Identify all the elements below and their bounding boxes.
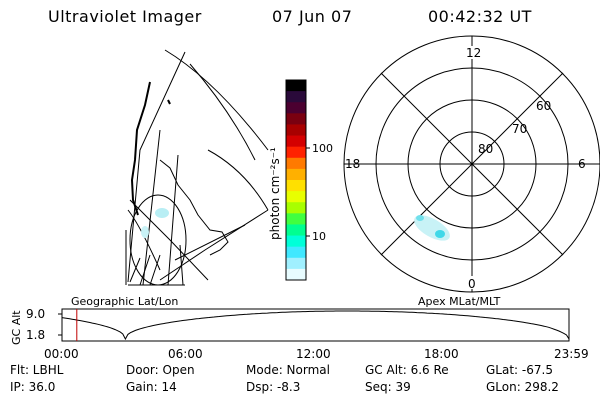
- altitude-left-title: Geographic Lat/Lon: [71, 295, 178, 308]
- colorbar-segment: [286, 102, 306, 114]
- aurora-emission: [155, 208, 169, 218]
- glat-value: GLat: -67.5: [486, 363, 553, 377]
- seq-value: Seq: 39: [365, 380, 411, 394]
- map-meridian: [167, 154, 179, 286]
- map-meridian: [127, 51, 186, 283]
- mlt-label-0: 0: [468, 277, 476, 291]
- map-grid-line: [129, 254, 161, 286]
- colorbar-segment: [286, 180, 306, 192]
- coastline: [167, 99, 171, 105]
- colorbar-segment: [286, 80, 306, 92]
- map-ellipse: [129, 194, 187, 286]
- colorbar-segment: [286, 135, 306, 148]
- colorbar-segment: [286, 224, 306, 237]
- ip-value: IP: 36.0: [10, 380, 56, 394]
- colorbar-segment: [286, 91, 306, 103]
- colorbar-segment: [286, 191, 306, 203]
- door-value: Door: Open: [126, 363, 195, 377]
- xtick-label: 12:00: [296, 347, 331, 361]
- colorbar-segment: [286, 257, 306, 270]
- colorbar: [286, 80, 306, 281]
- gc-alt-value: GC Alt: 6.6 Re: [365, 363, 449, 377]
- colorbar-segment: [286, 113, 306, 125]
- lat-label-70: 70: [512, 122, 527, 136]
- aurora-emission-core: [435, 230, 445, 238]
- label-bg: [467, 276, 477, 289]
- ytick-label: 1.8: [26, 328, 45, 342]
- colorbar-frame: [285, 79, 307, 281]
- aurora-emission: [141, 226, 149, 238]
- coastline: [130, 81, 151, 216]
- mode-value: Mode: Normal: [246, 363, 330, 377]
- glon-value: GLon: 298.2: [486, 380, 559, 394]
- dsp-value: Dsp: -8.3: [246, 380, 301, 394]
- colorbar-segment: [286, 146, 306, 159]
- polar-diagonal: [380, 72, 564, 256]
- xtick-label: 06:00: [168, 347, 203, 361]
- altitude-ylabel: GC Alt: [10, 310, 23, 345]
- aurora-emission-core: [416, 215, 424, 221]
- polar-plot: [343, 35, 600, 293]
- map-grid-arc: [207, 149, 269, 211]
- colorbar-tick-label: 10: [312, 230, 326, 243]
- colorbar-segment: [286, 157, 306, 170]
- colorbar-segment: [286, 168, 306, 181]
- colorbar-segment: [286, 235, 306, 248]
- mlt-label-6: 6: [578, 157, 586, 171]
- xtick-label: 00:00: [44, 347, 79, 361]
- observation-time: 00:42:32 UT: [428, 7, 532, 26]
- colorbar-label: photon cm⁻²s⁻¹: [268, 147, 282, 240]
- gain-value: Gain: 14: [126, 380, 177, 394]
- label-bg: [464, 46, 482, 59]
- mlt-label-18: 18: [345, 157, 360, 171]
- altitude-right-title: Apex MLat/MLT: [418, 295, 501, 308]
- map-grid-arc: [164, 49, 269, 151]
- map-meridian: [129, 199, 209, 281]
- lat-label-60: 60: [536, 99, 551, 113]
- instrument-title: Ultraviolet Imager: [48, 7, 202, 26]
- map-grid-line: [174, 224, 246, 261]
- colorbar-segment: [286, 246, 306, 259]
- lat-label-80: 80: [478, 142, 493, 156]
- ytick-label: 9.0: [26, 307, 45, 321]
- filter-value: Flt: LBHL: [10, 363, 64, 377]
- xtick-label: 23:59: [554, 347, 589, 361]
- observation-date: 07 Jun 07: [272, 7, 353, 26]
- map-grid-line: [159, 209, 269, 281]
- colorbar-segment: [286, 268, 306, 281]
- altitude-curve: [61, 310, 570, 341]
- colorbar-segment: [286, 202, 306, 214]
- xtick-label: 18:00: [424, 347, 459, 361]
- colorbar-segment: [286, 213, 306, 225]
- map-grid-arc: [189, 63, 256, 161]
- colorbar-tick-label: 100: [312, 142, 333, 155]
- aurora-emission: [414, 215, 450, 241]
- mlt-label-12: 12: [466, 46, 481, 60]
- altitude-plot-frame: [61, 308, 570, 342]
- coastline: [159, 159, 229, 256]
- colorbar-segment: [286, 124, 306, 137]
- map-meridian: [142, 129, 161, 286]
